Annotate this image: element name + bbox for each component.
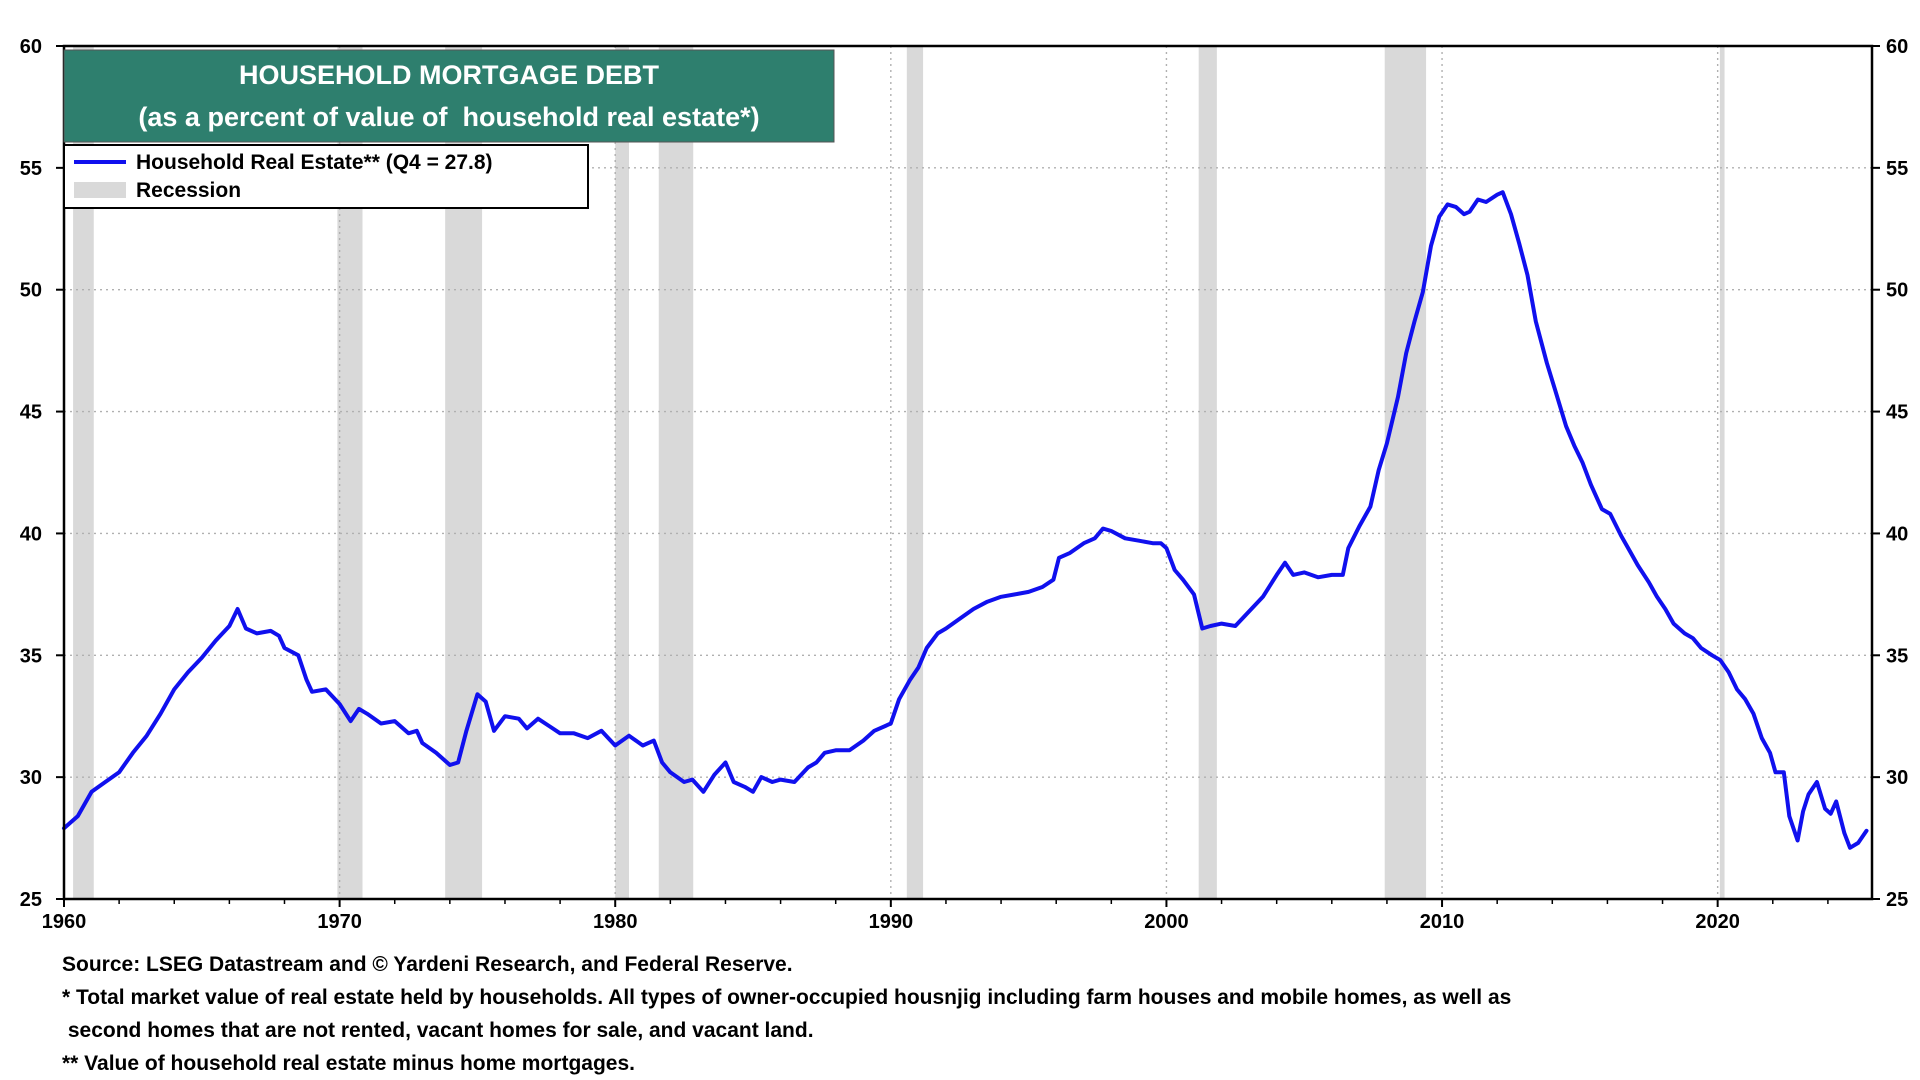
source-note: Source: LSEG Datastream and © Yardeni Re…	[62, 953, 793, 976]
recession-bands	[73, 46, 1725, 899]
series-line-layer	[62, 190, 1869, 850]
y-tick-label-right: 50	[1886, 280, 1908, 302]
y-axis-right: 25 30 35 40 45 50 55 60	[1872, 36, 1908, 911]
y-tick-label-right: 55	[1886, 158, 1908, 180]
y-tick-label-left: 40	[20, 523, 42, 545]
footnote-2: ** Value of household real estate minus …	[62, 1052, 635, 1075]
y-tick-label-right: 45	[1886, 402, 1908, 424]
footnote-1-line-1: * Total market value of real estate held…	[62, 986, 1512, 1009]
gridlines	[64, 46, 1872, 899]
recession-band-5	[906, 46, 924, 899]
y-axis-left: 25 30 35 40 45 50 55 60	[20, 36, 64, 911]
y-tick-label-right: 25	[1886, 889, 1908, 911]
legend-line-label: Household Real Estate** (Q4 = 27.8)	[136, 151, 493, 174]
footnote-1-line-2: second homes that are not rented, vacant…	[62, 1019, 814, 1042]
y-tick-label-left: 45	[20, 402, 42, 424]
recession-band-8	[1719, 46, 1725, 899]
y-tick-label-right: 60	[1886, 36, 1908, 58]
legend-recession-swatch	[74, 182, 126, 198]
title-box: HOUSEHOLD MORTGAGE DEBT (as a percent of…	[63, 49, 835, 143]
footnotes: Source: LSEG Datastream and © Yardeni Re…	[62, 948, 1862, 1080]
y-tick-label-left: 25	[20, 889, 42, 911]
x-axis: 1960 1970 1980 1990 2000 2010 2020	[42, 899, 1829, 933]
x-tick-label: 2020	[1695, 911, 1740, 933]
y-tick-label-right: 40	[1886, 523, 1908, 545]
y-tick-label-right: 35	[1886, 645, 1908, 667]
y-tick-label-left: 60	[20, 36, 42, 58]
legend: Household Real Estate** (Q4 = 27.8) Rece…	[63, 144, 589, 209]
y-tick-label-left: 55	[20, 158, 42, 180]
y-tick-label-left: 30	[20, 767, 42, 789]
y-tick-label-left: 50	[20, 280, 42, 302]
y-tick-label-left: 35	[20, 645, 42, 667]
y-tick-label-right: 30	[1886, 767, 1908, 789]
recession-band-6	[1198, 46, 1217, 899]
recession-band-0	[73, 46, 94, 899]
x-tick-label: 2000	[1144, 911, 1189, 933]
recession-band-7	[1384, 46, 1427, 899]
x-tick-label: 1970	[317, 911, 362, 933]
legend-recession-label: Recession	[136, 179, 241, 202]
plot-frame	[62, 44, 1874, 901]
x-tick-label: 1990	[869, 911, 914, 933]
chart-subtitle: (as a percent of value of household real…	[138, 102, 759, 132]
recession-band-3	[615, 46, 629, 899]
x-tick-label: 2010	[1420, 911, 1465, 933]
chart-title: HOUSEHOLD MORTGAGE DEBT	[239, 60, 660, 90]
series-line-household-real-estate	[62, 190, 1869, 850]
x-tick-label: 1960	[42, 911, 87, 933]
x-tick-label: 1980	[593, 911, 638, 933]
recession-band-4	[658, 46, 694, 899]
